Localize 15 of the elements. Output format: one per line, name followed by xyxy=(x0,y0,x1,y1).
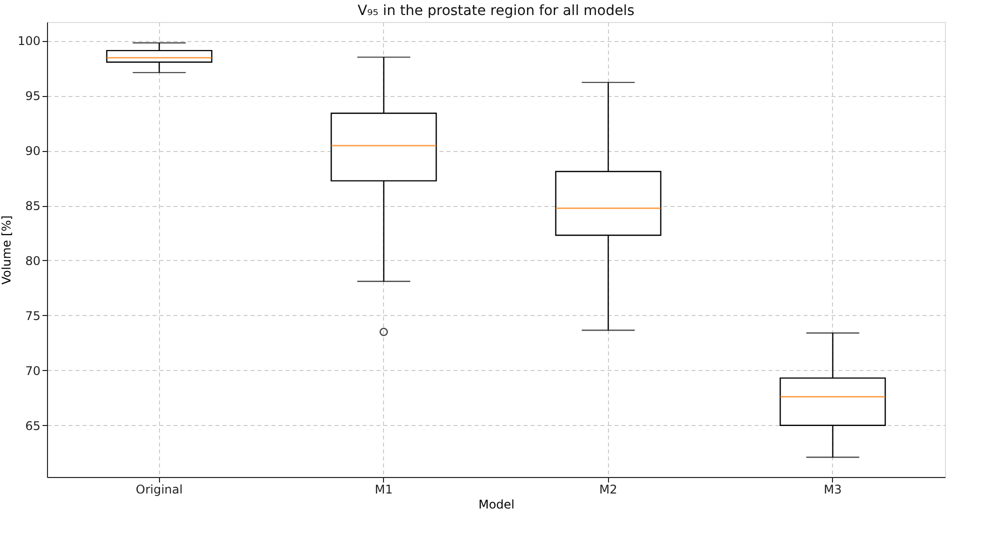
y-tick-label: 80 xyxy=(25,254,40,268)
y-tick-label: 65 xyxy=(25,418,40,433)
y-tick-label: 85 xyxy=(25,199,40,214)
y-tick-label: 100 xyxy=(18,34,40,48)
y-axis-title: Volume [%] xyxy=(0,215,14,285)
y-tick-label: 75 xyxy=(25,308,40,323)
x-tick-label: M2 xyxy=(599,482,618,496)
x-tick-label: M3 xyxy=(824,482,842,496)
x-tick-label: M1 xyxy=(374,482,393,496)
chart-title: V₉₅ in the prostate region for all models xyxy=(358,3,634,19)
y-tick-label: 90 xyxy=(25,144,40,158)
x-axis-title: Model xyxy=(478,498,515,512)
y-tick-label: 70 xyxy=(25,364,40,378)
y-tick-label: 95 xyxy=(25,89,40,104)
x-tick-label: Original xyxy=(136,482,183,496)
